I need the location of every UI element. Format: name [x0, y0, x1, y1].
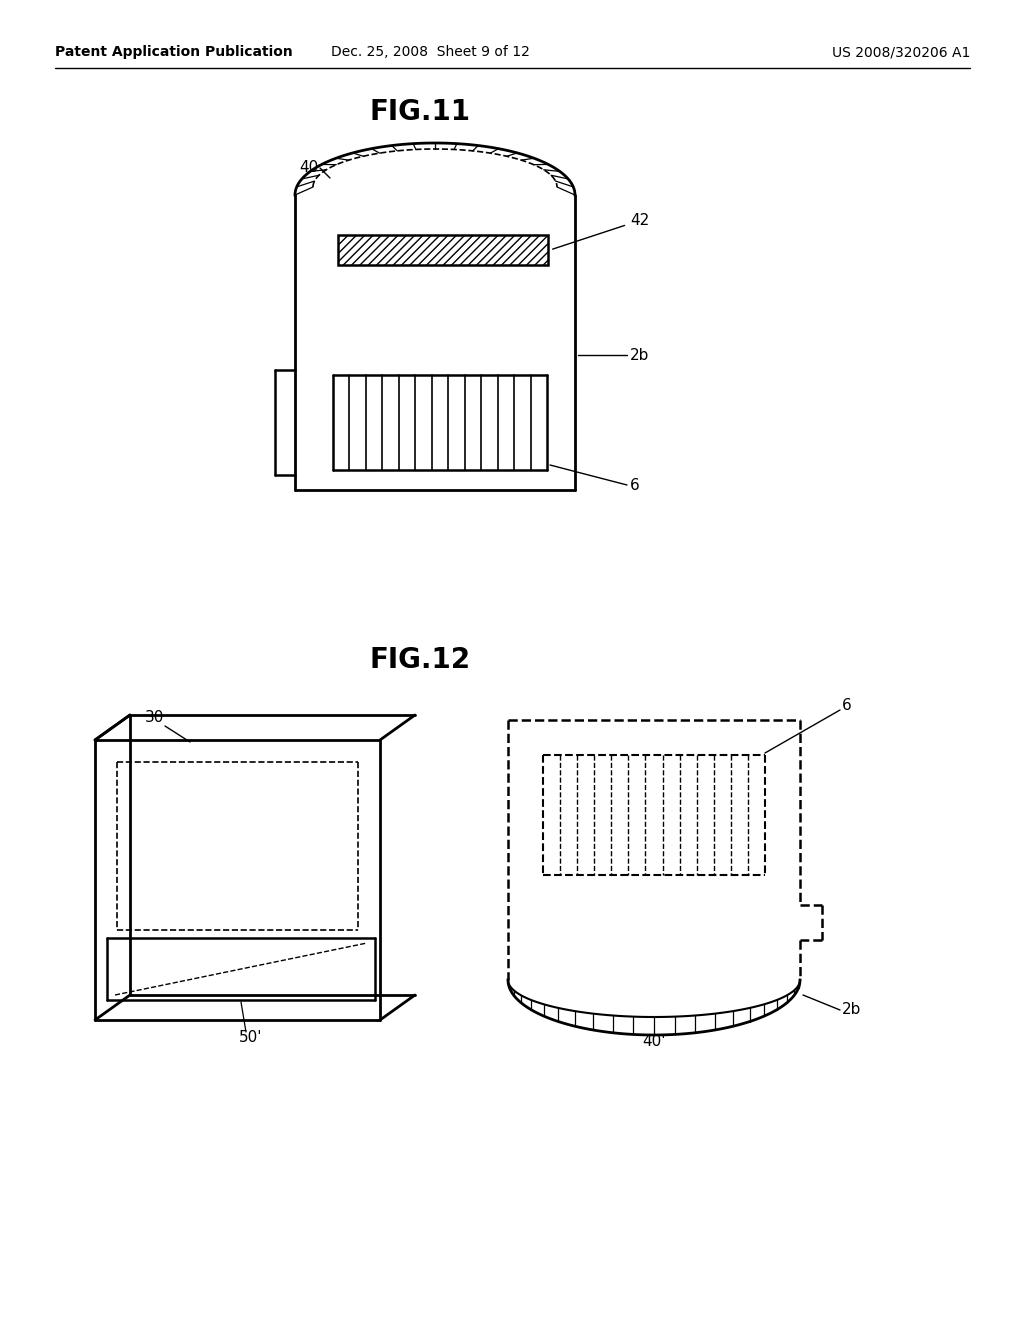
Text: 2b: 2b — [842, 1002, 861, 1018]
Text: 30: 30 — [145, 710, 165, 726]
Text: 6: 6 — [842, 697, 852, 713]
Text: 2b: 2b — [630, 347, 649, 363]
Text: 40': 40' — [642, 1035, 666, 1049]
Text: Dec. 25, 2008  Sheet 9 of 12: Dec. 25, 2008 Sheet 9 of 12 — [331, 45, 529, 59]
Text: FIG.11: FIG.11 — [370, 98, 470, 125]
Text: Patent Application Publication: Patent Application Publication — [55, 45, 293, 59]
Text: 40: 40 — [299, 161, 318, 176]
Text: 6: 6 — [630, 478, 640, 492]
Bar — [338, 235, 548, 265]
Text: FIG.12: FIG.12 — [370, 645, 471, 675]
Text: 42: 42 — [553, 213, 649, 249]
Text: US 2008/320206 A1: US 2008/320206 A1 — [831, 45, 970, 59]
Text: 50': 50' — [240, 1031, 263, 1045]
